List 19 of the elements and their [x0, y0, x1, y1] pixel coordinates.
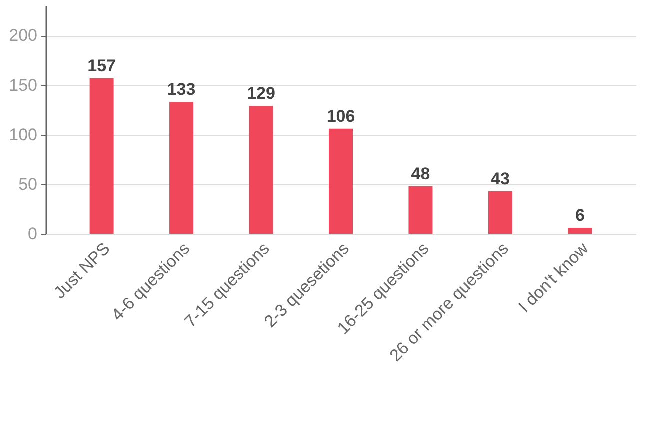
- data-label: 6: [575, 206, 585, 226]
- bar: [408, 186, 433, 234]
- bar: [90, 78, 114, 234]
- data-label: 43: [491, 169, 510, 188]
- data-label: 48: [411, 164, 430, 184]
- bar: [488, 191, 512, 234]
- y-tick-label: 200: [9, 26, 38, 46]
- y-tick-label: 50: [18, 174, 38, 194]
- data-label: 157: [88, 56, 116, 76]
- bar: [329, 128, 353, 234]
- data-label: 129: [247, 84, 276, 104]
- bar: [568, 228, 592, 234]
- bar: [249, 106, 274, 234]
- data-label: 133: [167, 80, 196, 100]
- y-tick-label: 0: [28, 224, 38, 244]
- bar: [170, 102, 194, 234]
- y-tick-label: 150: [9, 76, 38, 95]
- y-tick-label: 100: [9, 125, 38, 144]
- data-label: 106: [326, 106, 356, 126]
